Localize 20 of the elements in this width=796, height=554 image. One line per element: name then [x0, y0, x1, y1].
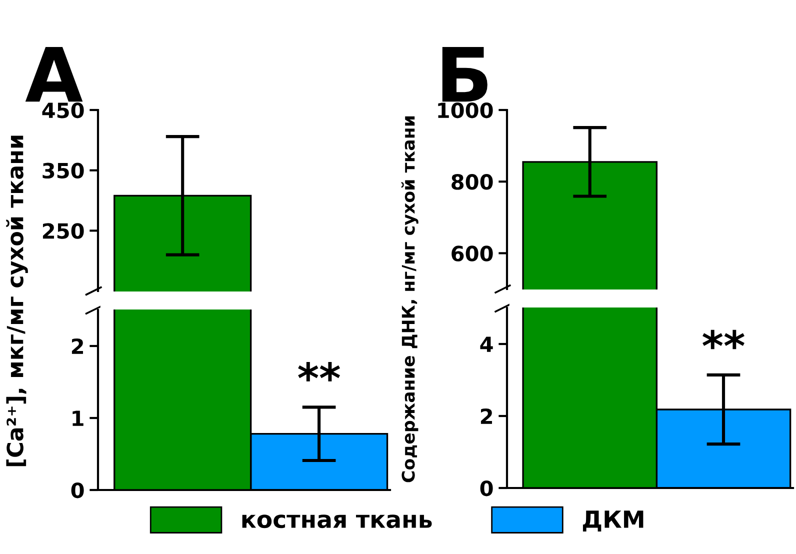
- y-tick-label: 1000: [438, 102, 493, 118]
- y-tick-label: 1: [72, 410, 84, 426]
- annotation: **: [702, 330, 744, 350]
- y-tick-label: 0: [71, 482, 84, 498]
- y-tick-label: 800: [452, 174, 493, 190]
- y-tick-label: 2: [72, 338, 83, 354]
- y-axis-title: Содержание ДНК, нг/мг сухой ткани: [401, 116, 418, 482]
- y-axis-title: [Ca²⁺], мкг/мг сухой ткани: [6, 136, 28, 466]
- y-tick-label: 350: [42, 162, 84, 179]
- y-tick-label: 0: [480, 480, 493, 496]
- y-tick-label: 4: [480, 336, 493, 352]
- y-tick-label: 600: [452, 246, 493, 262]
- y-tick-label: 2: [480, 408, 492, 424]
- annotation: **: [298, 362, 340, 382]
- y-tick-label: 450: [42, 102, 84, 118]
- legend-label: ДКМ: [582, 510, 644, 532]
- chart-title: Б: [442, 46, 488, 102]
- y-tick-label: 250: [42, 223, 84, 239]
- chart-title: А: [25, 46, 83, 102]
- series-label: костная ткань: [242, 514, 432, 528]
